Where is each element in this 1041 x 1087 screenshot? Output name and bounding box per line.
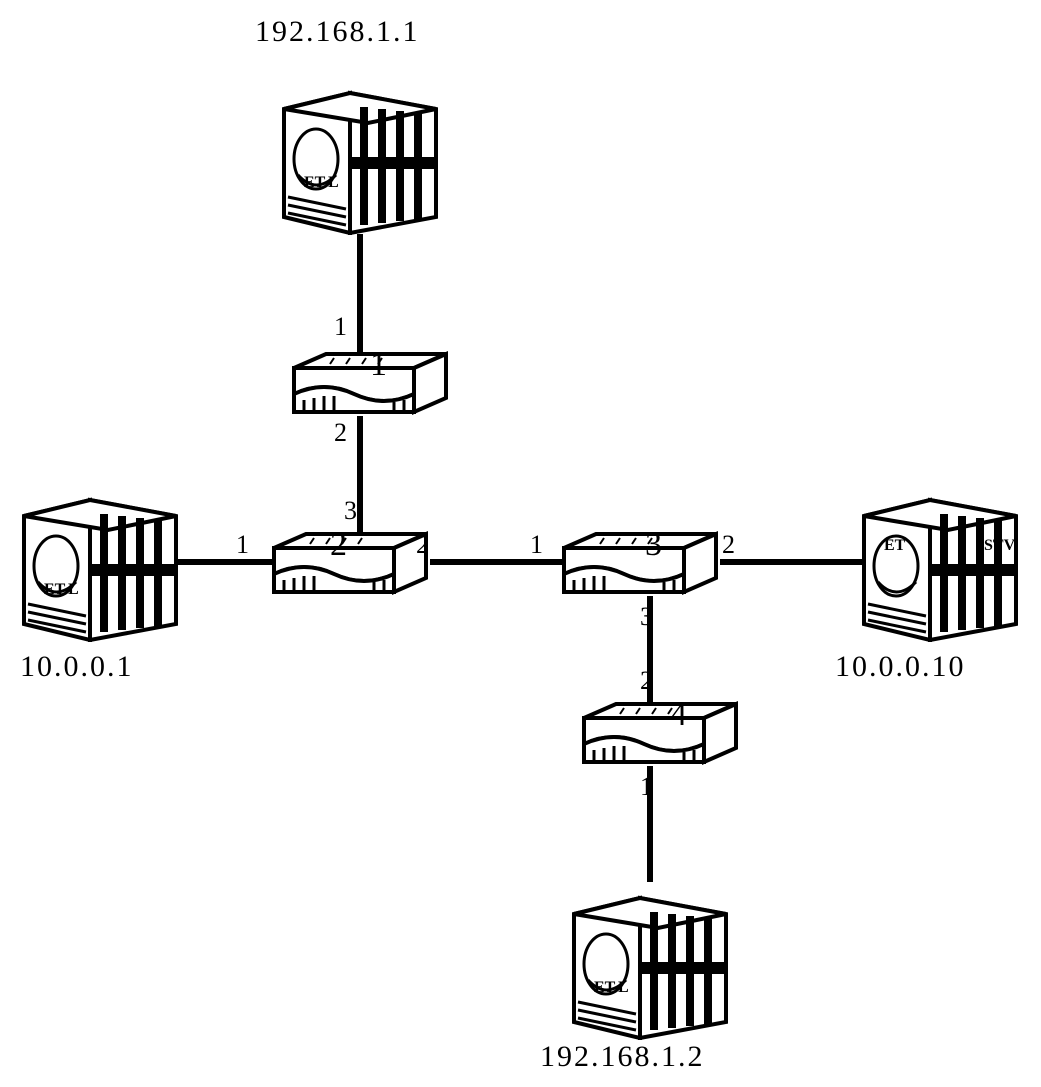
svg-text:ET: ET [44,581,66,598]
switch-num-4: 4 [670,696,687,734]
switch-4 [580,700,740,771]
port-label: 3 [640,602,653,632]
switch-num-1: 1 [370,346,387,384]
svg-text:ET: ET [884,537,906,554]
ip-label-top: 192.168.1.1 [255,15,420,49]
server-icon: ET L [20,482,180,642]
server-icon: ET L [570,880,730,1040]
switch-2 [270,530,430,601]
port-label: 1 [530,530,543,560]
server-top: ET L [280,75,440,240]
network-diagram: ET L ET L [0,0,1041,1087]
edge-switch-1-switch-2 [357,416,363,536]
port-label: 2 [416,530,429,560]
port-label: 1 [334,312,347,342]
switch-num-3: 3 [645,526,662,564]
port-label: 1 [236,530,249,560]
edge-switch-2-switch-3 [430,559,570,565]
server-bottom: ET L [570,880,730,1045]
server-icon: ET STV [860,482,1020,642]
port-label: 3 [344,496,357,526]
ip-label-right: 10.0.0.10 [835,650,966,684]
switch-icon [270,530,430,596]
ip-label-left: 10.0.0.1 [20,650,134,684]
svg-text:STV: STV [984,537,1016,554]
svg-text:ET: ET [304,174,326,191]
server-icon: ET L [280,75,440,235]
switch-3 [560,530,720,601]
switch-num-2: 2 [330,526,347,564]
svg-text:ET: ET [594,979,616,996]
switch-icon [580,700,740,766]
port-label: 2 [722,530,735,560]
port-label: 1 [640,772,653,802]
ip-label-bottom: 192.168.1.2 [540,1040,705,1074]
port-label: 2 [334,418,347,448]
svg-text:L: L [618,979,629,996]
server-right: ET STV [860,482,1020,647]
edge-switch-3-server-right [720,559,862,565]
port-label: 2 [640,666,653,696]
server-left: ET L [20,482,180,647]
switch-icon [560,530,720,596]
svg-text:L: L [68,581,79,598]
edge-server-left-switch-2 [178,559,280,565]
edge-server-top-switch-1 [357,234,363,356]
svg-text:L: L [328,174,339,191]
